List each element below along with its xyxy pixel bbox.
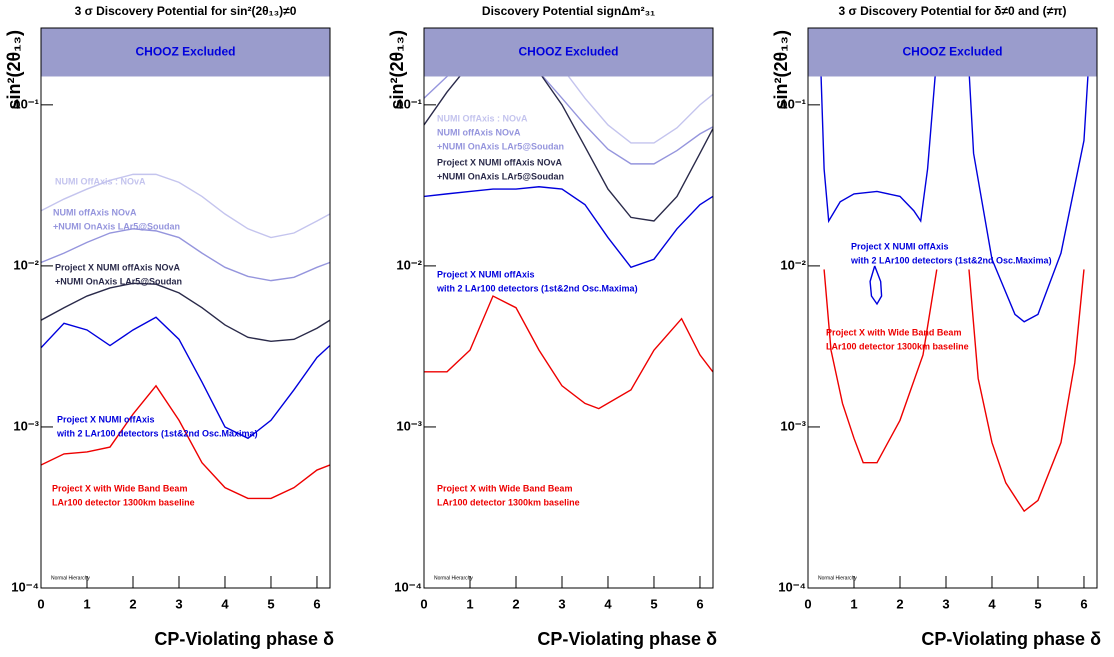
curve-label: +NUMI OnAxis LAr5@Soudan	[437, 141, 564, 151]
curve-label: with 2 LAr100 detectors (1st&2nd Osc.Max…	[56, 428, 258, 438]
curve-label: +NUMI OnAxis LAr5@Soudan	[53, 221, 180, 231]
x-tick-label: 4	[604, 596, 612, 611]
x-tick-label: 2	[129, 596, 136, 611]
series-line	[41, 384, 330, 500]
curve-label: NUMI offAxis NOvA	[53, 207, 137, 217]
x-tick-label: 0	[420, 596, 427, 611]
curve-label: NUMI OffAxis : NOvA	[55, 176, 146, 186]
curve-label: LAr100 detector 1300km baseline	[437, 497, 580, 507]
curve-label: with 2 LAr100 detectors (1st&2nd Osc.Max…	[850, 255, 1052, 265]
note: Normal Hierarchy	[51, 575, 90, 581]
series-line	[41, 228, 330, 282]
x-axis-title: CP-Violating phase δ	[537, 629, 717, 649]
curve-label: LAr100 detector 1300km baseline	[826, 341, 969, 351]
y-tick-label: 10⁻¹	[13, 96, 39, 111]
curve-label: Project X NUMI offAxis	[57, 414, 155, 424]
y-tick-label: 10⁻³	[396, 418, 422, 433]
x-tick-label: 4	[221, 596, 229, 611]
curve-label: NUMI OffAxis : NOvA	[437, 113, 528, 123]
note: Normal Hierarchy	[818, 575, 857, 581]
excluded-band	[808, 28, 1097, 77]
excluded-band	[41, 28, 330, 77]
x-axis-title: CP-Violating phase δ	[154, 629, 334, 649]
x-tick-label: 1	[850, 596, 857, 611]
x-tick-label: 3	[942, 596, 949, 611]
curve-label: +NUMI OnAxis LAr5@Soudan	[437, 171, 564, 181]
plot-frame	[423, 27, 714, 589]
x-tick-label: 3	[558, 596, 565, 611]
series-line	[41, 316, 330, 440]
x-tick-label: 6	[696, 596, 703, 611]
y-axis-title: sin²(2θ₁₃)	[771, 30, 791, 110]
y-tick-label: 10⁻²	[13, 257, 39, 272]
curve-label: Project X NUMI offAxis NOvA	[55, 262, 181, 272]
y-tick-label: 10⁻⁴	[394, 579, 422, 594]
band-label: CHOOZ Excluded	[135, 44, 235, 58]
chart-title: 3 σ Discovery Potential for sin²(2θ₁₃)≠0	[75, 4, 297, 18]
x-tick-label: 1	[83, 596, 90, 611]
plot-border	[40, 27, 331, 589]
curve-label: +NUMI OnAxis LAr5@Soudan	[55, 276, 182, 286]
curve-label: Project X NUMI offAxis	[851, 241, 949, 251]
x-tick-label: 6	[313, 596, 320, 611]
excluded-band	[424, 28, 713, 77]
curve-label: Project X with Wide Band Beam	[52, 483, 187, 493]
chart-title: 3 σ Discovery Potential for δ≠0 and (≠π)	[839, 4, 1067, 18]
x-tick-label: 2	[896, 596, 903, 611]
series-line	[424, 186, 713, 269]
band-label: CHOOZ Excluded	[902, 44, 1002, 58]
curve-label: NUMI offAxis NOvA	[437, 127, 521, 137]
x-tick-label: 2	[512, 596, 519, 611]
x-tick-label: 5	[650, 596, 657, 611]
x-axis-title: CP-Violating phase δ	[921, 629, 1101, 649]
note: Normal Hierarchy	[434, 575, 473, 581]
x-tick-label: 3	[175, 596, 182, 611]
y-tick-label: 10⁻³	[780, 418, 806, 433]
curve-label: LAr100 detector 1300km baseline	[52, 497, 195, 507]
x-tick-label: 6	[1080, 596, 1087, 611]
y-tick-label: 10⁻⁴	[778, 579, 806, 594]
plot-area	[808, 28, 1097, 513]
x-tick-label: 1	[466, 596, 473, 611]
curve-label: Project X with Wide Band Beam	[826, 327, 961, 337]
plot-border	[807, 27, 1098, 589]
y-tick-label: 10⁻¹	[396, 96, 422, 111]
curve-label: Project X NUMI offAxis	[437, 269, 535, 279]
y-axis-title: sin²(2θ₁₃)	[387, 30, 407, 110]
curve-label: Project X NUMI offAxis NOvA	[437, 157, 563, 167]
x-tick-label: 0	[37, 596, 44, 611]
y-tick-label: 10⁻²	[780, 257, 806, 272]
band-label: CHOOZ Excluded	[518, 44, 618, 58]
plot-border	[423, 27, 714, 589]
series-line	[424, 28, 713, 144]
y-tick-label: 10⁻³	[13, 418, 39, 433]
y-axis-title: sin²(2θ₁₃)	[4, 30, 24, 110]
y-tick-label: 10⁻²	[396, 257, 422, 272]
series-line	[41, 173, 330, 239]
plot-area	[424, 28, 713, 410]
series-line	[818, 28, 1092, 323]
series-line	[424, 295, 713, 410]
series-line	[41, 282, 330, 343]
plot-area	[41, 28, 330, 500]
x-tick-label: 4	[988, 596, 996, 611]
series-line	[823, 269, 1085, 513]
curve-label: with 2 LAr100 detectors (1st&2nd Osc.Max…	[436, 283, 638, 293]
chart-title: Discovery Potential signΔm²₃₁	[482, 4, 655, 18]
plot-frame	[40, 27, 331, 589]
y-tick-label: 10⁻¹	[780, 96, 806, 111]
x-tick-label: 5	[1034, 596, 1041, 611]
y-tick-label: 10⁻⁴	[11, 579, 39, 594]
curve-label: Project X with Wide Band Beam	[437, 483, 572, 493]
plot-frame	[807, 27, 1098, 589]
x-tick-label: 0	[804, 596, 811, 611]
x-tick-label: 5	[267, 596, 274, 611]
